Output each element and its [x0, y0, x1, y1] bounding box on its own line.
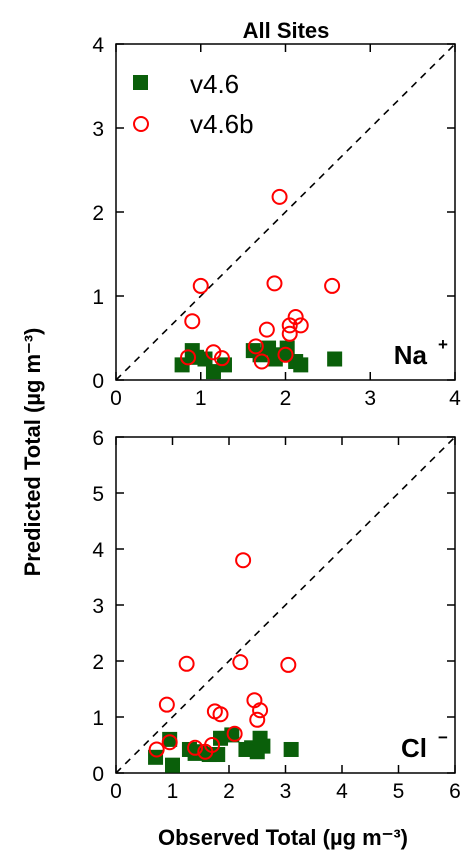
point-v46: [213, 730, 229, 746]
point-v46b: [324, 277, 341, 294]
legend-label-v46: v4.6: [190, 69, 239, 99]
point-v46b: [158, 696, 175, 713]
x-tick-label: 6: [449, 780, 461, 803]
x-tick-label: 1: [195, 387, 207, 410]
legend-marker-v46b: [133, 116, 149, 132]
ion-label: Na: [394, 340, 428, 370]
chloride-panel: 0 1 2 3 4 5 6 0 1 2 3 4 5 6 Cl −: [92, 427, 461, 803]
x-tick-label: 2: [280, 387, 292, 410]
point-v46b: [258, 321, 275, 338]
x-tick-label: 3: [364, 387, 376, 410]
point-v46b: [148, 741, 165, 758]
x-tick-label: 0: [110, 387, 122, 410]
point-v46b: [192, 277, 209, 294]
ion-charge: −: [438, 728, 448, 747]
point-v46b: [235, 552, 252, 569]
y-tick-label: 6: [92, 427, 104, 450]
point-v46b: [271, 188, 288, 205]
x-axis-label: Observed Total (µg m⁻³): [158, 825, 408, 850]
point-v46b: [178, 655, 195, 672]
point-v46: [255, 738, 271, 754]
point-v46b: [212, 706, 229, 723]
point-v46b: [266, 275, 283, 292]
x-tick-label: 4: [336, 780, 348, 803]
y-tick-label: 5: [92, 483, 104, 506]
point-v46b: [281, 325, 298, 342]
point-v46b: [184, 313, 201, 330]
y-tick-label: 4: [92, 539, 104, 562]
legend-label-v46b: v4.6b: [190, 109, 254, 139]
point-v46b: [253, 353, 270, 370]
point-v46: [165, 757, 180, 773]
point-v46b: [161, 734, 178, 751]
y-tick-label: 1: [92, 286, 104, 309]
ion-label: Cl: [401, 733, 427, 763]
point-v46b: [180, 349, 197, 366]
one-to-one-line: [115, 43, 456, 381]
sodium-panel: 0 1 2 3 4 0 1 2 3 4 Na +: [92, 34, 461, 410]
x-tick-label: 4: [449, 387, 461, 410]
y-tick-label: 2: [92, 202, 104, 225]
y-tick-label: 0: [92, 763, 104, 786]
point-v46b: [249, 711, 266, 728]
point-v46b: [280, 656, 297, 673]
point-v46: [174, 357, 190, 373]
y-tick-label: 4: [92, 34, 104, 57]
one-to-one-line: [115, 436, 456, 774]
point-v46b: [292, 317, 309, 334]
y-tick-label: 3: [92, 118, 104, 141]
point-v46b: [187, 739, 204, 756]
x-tick-label: 5: [393, 780, 405, 803]
legend: v4.6 v4.6b: [133, 69, 254, 139]
chart-title: All Sites: [243, 18, 330, 43]
point-v46b: [226, 725, 243, 742]
point-v46b: [287, 309, 304, 325]
x-tick-label: 1: [167, 780, 179, 803]
y-axis-label: Predicted Total (µg m⁻³): [20, 328, 45, 577]
y-tick-label: 3: [92, 595, 104, 618]
point-v46b: [252, 702, 269, 719]
point-v46: [283, 741, 299, 757]
point-v46: [162, 731, 178, 747]
point-v46: [327, 351, 343, 367]
point-v46b: [232, 654, 249, 671]
point-v46b: [204, 737, 221, 753]
point-v46b: [277, 346, 294, 363]
point-v46: [293, 357, 309, 373]
legend-marker-v46: [133, 75, 148, 90]
y-tick-label: 2: [92, 651, 104, 674]
point-v46: [197, 351, 213, 367]
x-tick-label: 3: [280, 780, 292, 803]
ion-charge: +: [438, 335, 448, 354]
point-v46b: [213, 350, 230, 367]
x-tick-label: 2: [223, 780, 235, 803]
y-tick-label: 0: [92, 370, 104, 393]
y-tick-label: 1: [92, 707, 104, 730]
point-v46b: [247, 338, 264, 355]
x-tick-label: 0: [110, 780, 122, 803]
